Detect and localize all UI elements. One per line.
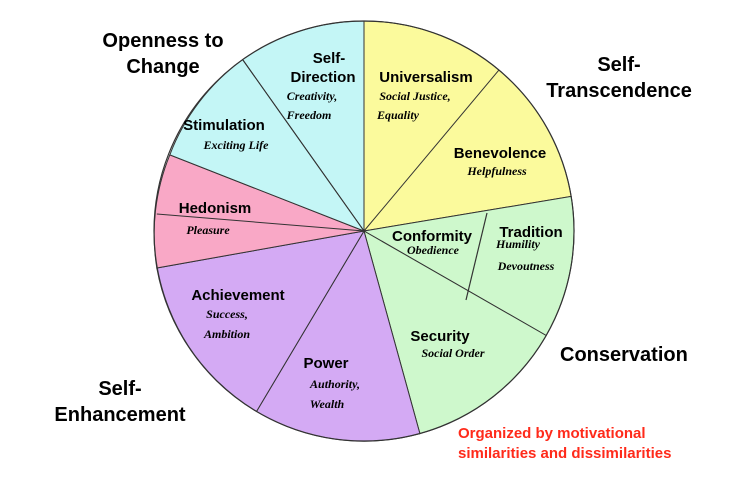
divider-tradition-conformity <box>465 212 488 301</box>
quadrant-transcendence-line2: Transcendence <box>546 80 692 102</box>
quadrant-openness-line1: Openness to <box>102 30 224 52</box>
organization-note-line1: Organized by motivational <box>458 425 646 442</box>
quadrant-openness-to-change: Openness to Change <box>88 28 238 80</box>
divider-universalism-benevolence <box>363 69 500 232</box>
desc-achievement-2: Ambition <box>203 327 250 341</box>
quadrant-self-enhancement: Self- Enhancement <box>40 376 200 428</box>
divider-hedonism-lower <box>156 213 365 232</box>
label-self-direction-2: Direction <box>290 69 355 86</box>
quadrant-transcendence-line1: Self- <box>597 54 641 76</box>
desc-universalism-1: Social Justice, <box>379 89 450 103</box>
desc-tradition-1: Humility <box>495 237 541 251</box>
quadrant-self-transcendence: Self- Transcendence <box>530 52 708 104</box>
quadrant-conservation-label: Conservation <box>560 344 688 366</box>
quadrant-enhancement-line1: Self- <box>98 378 142 400</box>
desc-stimulation: Exciting Life <box>203 138 270 152</box>
organization-note: Organized by motivational similarities a… <box>458 424 748 464</box>
desc-self-direction-1: Creativity, <box>287 89 338 103</box>
desc-conformity: Obedience <box>407 243 460 257</box>
label-achievement: Achievement <box>191 287 284 304</box>
label-security: Security <box>410 328 470 345</box>
desc-security: Social Order <box>422 346 485 360</box>
label-power: Power <box>303 355 348 372</box>
label-self-direction-1: Self- <box>313 50 346 67</box>
desc-power-2: Wealth <box>310 397 345 411</box>
divider-self-direction-stimulation <box>242 59 365 232</box>
organization-note-line2: similarities and dissimilarities <box>458 445 672 462</box>
outer-ring <box>153 20 575 442</box>
desc-tradition-2: Devoutness <box>497 259 555 273</box>
desc-achievement-1: Success, <box>206 307 248 321</box>
label-tradition: Tradition <box>499 224 562 241</box>
desc-hedonism: Pleasure <box>186 223 230 237</box>
quadrant-conservation: Conservation <box>560 342 720 368</box>
quadrant-openness-line2: Change <box>126 56 200 78</box>
quadrant-enhancement-line2: Enhancement <box>54 404 186 426</box>
desc-power-1: Authority, <box>309 377 360 391</box>
label-stimulation: Stimulation <box>183 117 265 134</box>
label-universalism: Universalism <box>379 69 472 86</box>
label-hedonism: Hedonism <box>179 200 252 217</box>
label-conformity: Conformity <box>392 228 473 245</box>
desc-self-direction-2: Freedom <box>286 108 332 122</box>
desc-benevolence: Helpfulness <box>466 164 527 178</box>
desc-universalism-2: Equality <box>376 108 420 122</box>
label-benevolence: Benevolence <box>454 145 547 162</box>
